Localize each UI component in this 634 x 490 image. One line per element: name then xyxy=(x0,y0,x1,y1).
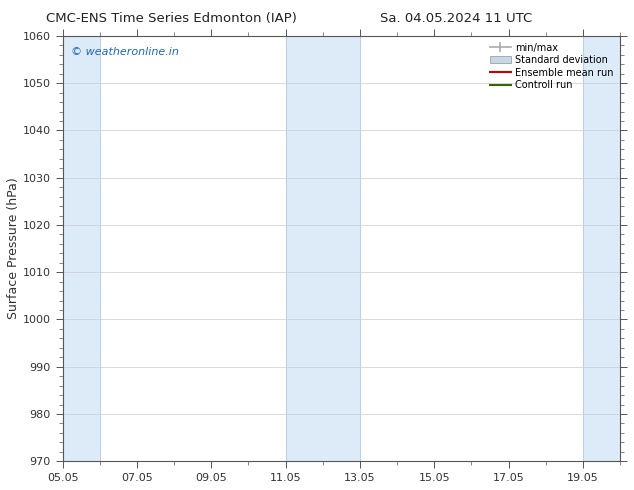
Text: CMC-ENS Time Series Edmonton (IAP): CMC-ENS Time Series Edmonton (IAP) xyxy=(46,12,297,25)
Bar xyxy=(286,36,360,461)
Legend: min/max, Standard deviation, Ensemble mean run, Controll run: min/max, Standard deviation, Ensemble me… xyxy=(486,39,617,94)
Bar xyxy=(583,36,620,461)
Text: Sa. 04.05.2024 11 UTC: Sa. 04.05.2024 11 UTC xyxy=(380,12,533,25)
Y-axis label: Surface Pressure (hPa): Surface Pressure (hPa) xyxy=(7,178,20,319)
Text: © weatheronline.in: © weatheronline.in xyxy=(71,47,179,56)
Bar xyxy=(63,36,100,461)
